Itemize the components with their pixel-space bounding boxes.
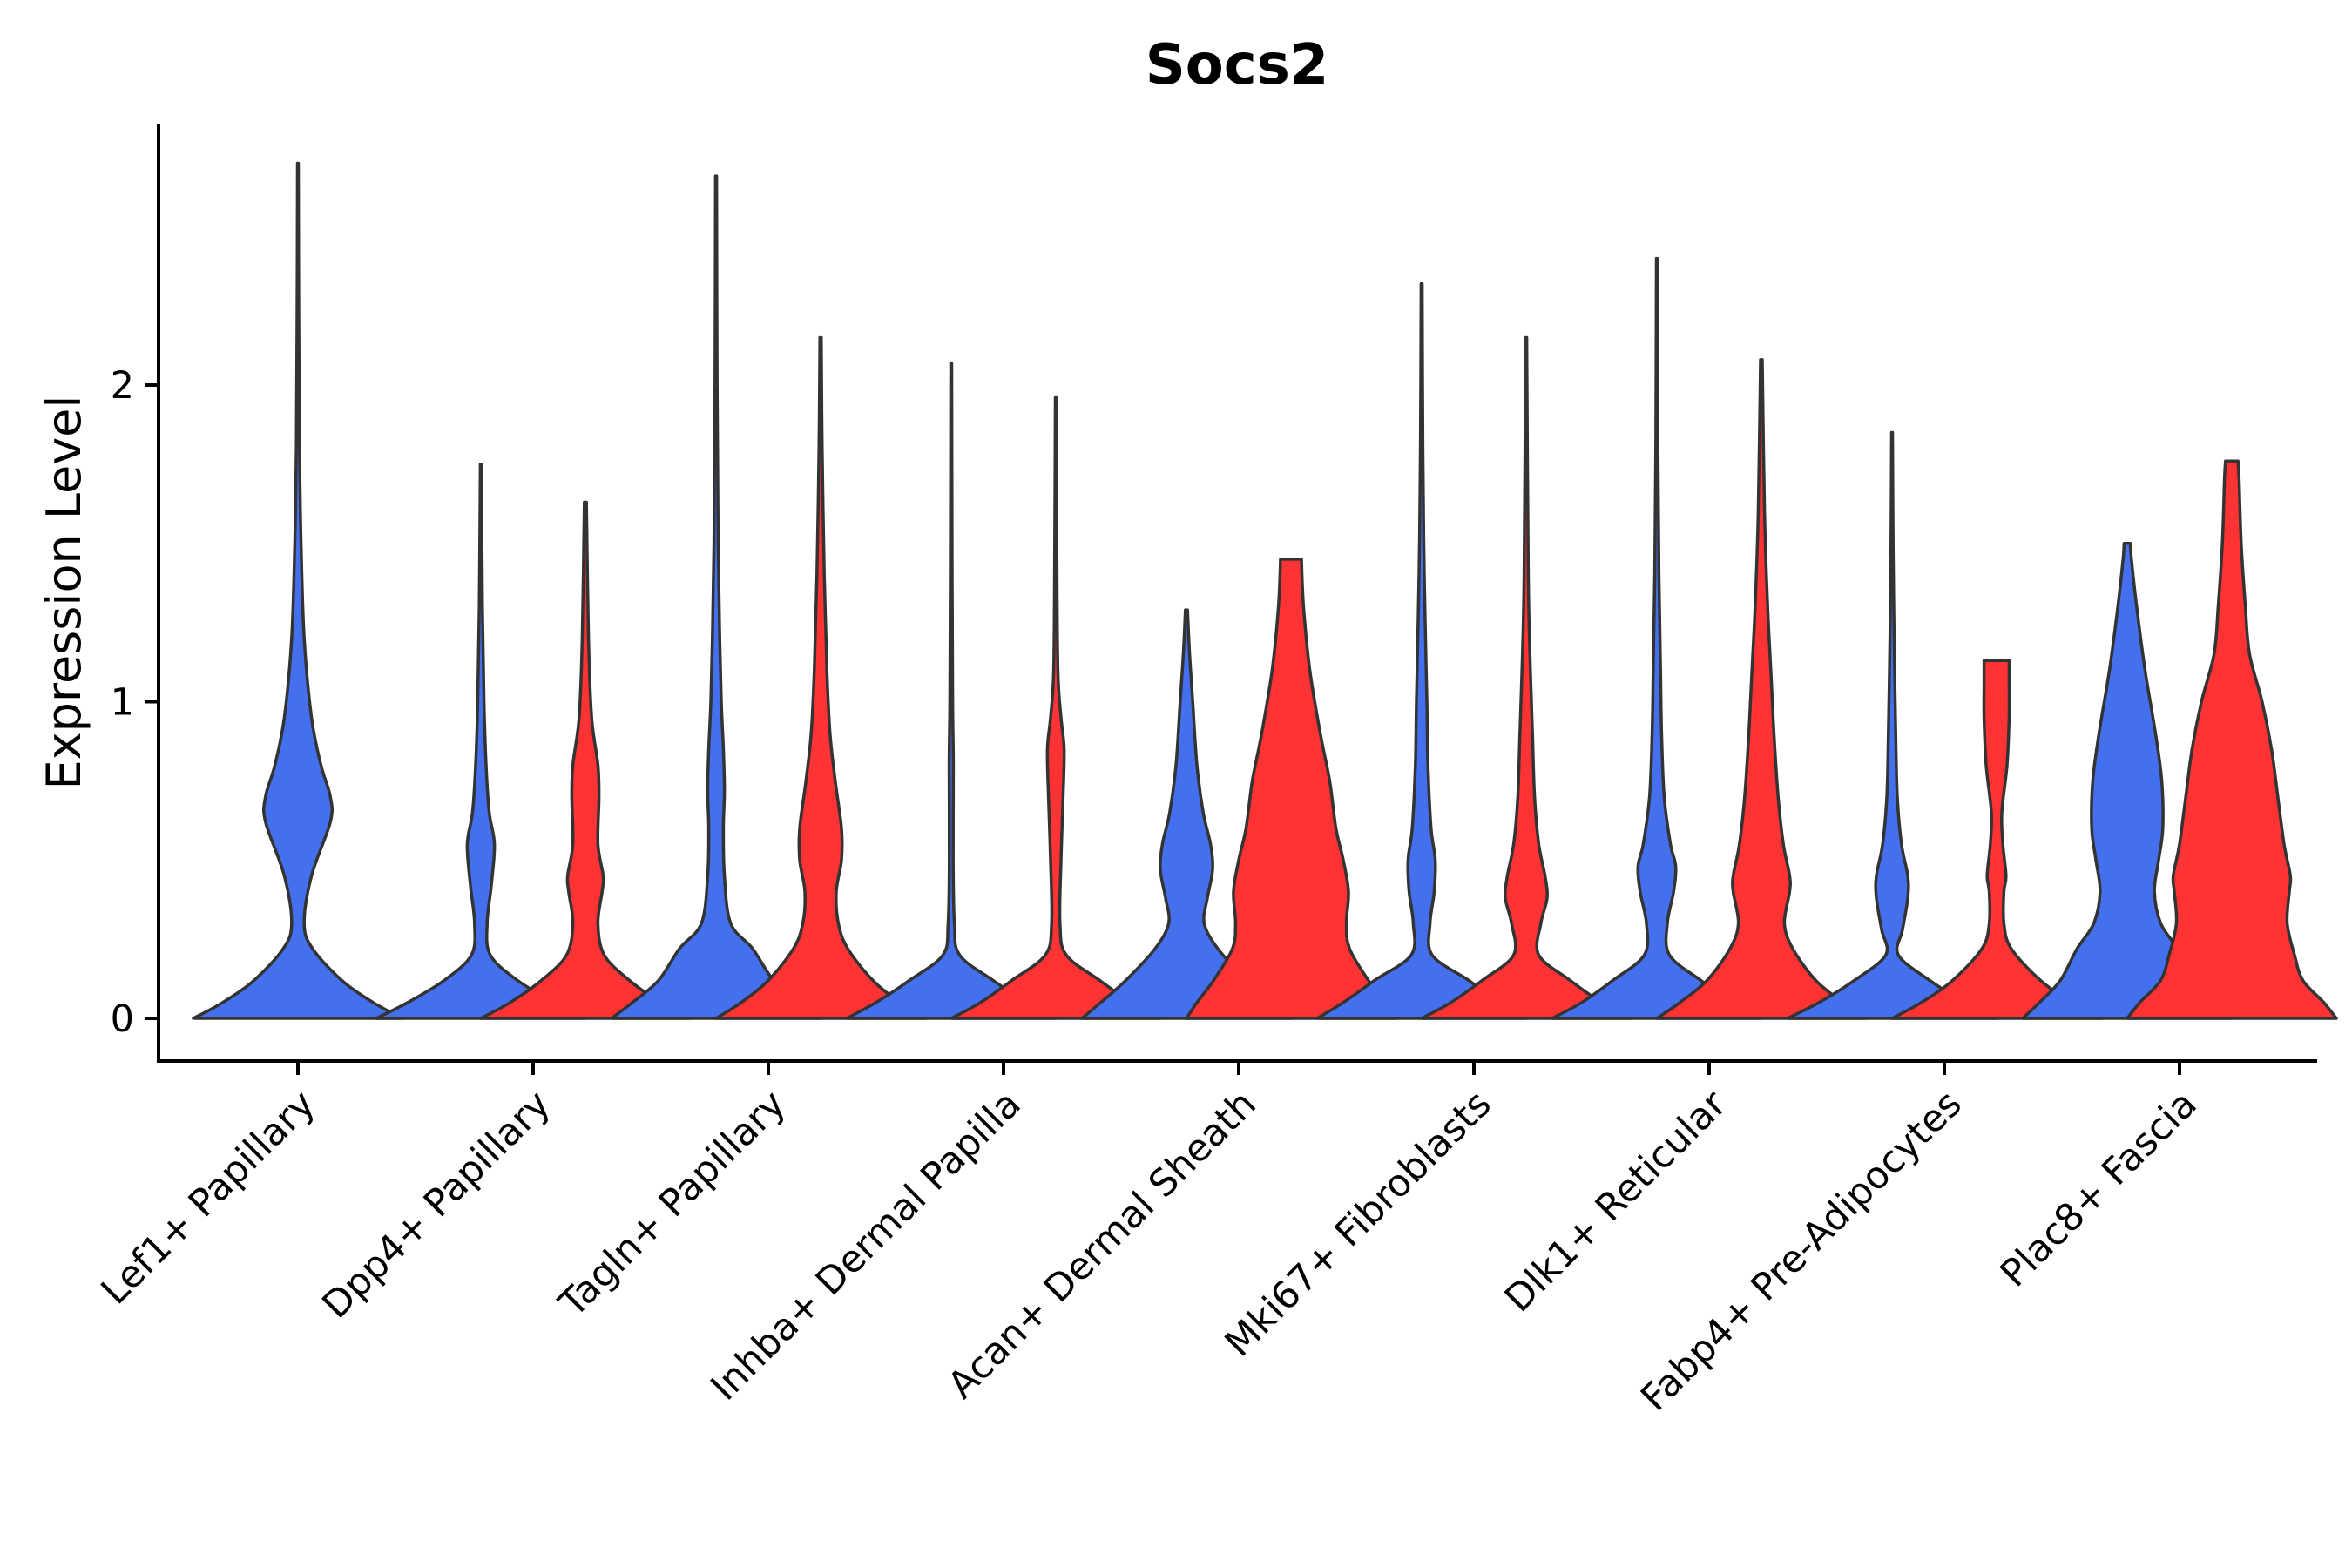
violin-3-group-2	[714, 335, 927, 1020]
y-axis-label: Expression Level	[37, 395, 91, 790]
violin-1-group-1	[192, 161, 404, 1020]
x-tick-label: Lef1+ Papillary	[93, 1082, 324, 1313]
violin-6-group-1	[1315, 281, 1528, 1020]
violin-8-group-1	[1786, 430, 1998, 1020]
violin-5-group-1	[1080, 608, 1293, 1020]
x-tick-label: Tagln+ Papillary	[551, 1082, 794, 1326]
violin-7-group-1	[1551, 256, 1763, 1020]
violins-layer	[192, 161, 2338, 1020]
violin-2-group-1	[375, 463, 587, 1020]
violin-4-group-1	[845, 361, 1058, 1020]
violin-9-group-1	[2021, 542, 2234, 1020]
x-tick-label: Dpp4+ Papillary	[314, 1082, 559, 1327]
violin-9-group-2	[2126, 459, 2338, 1020]
y-tick-label: 0	[111, 997, 134, 1041]
violin-6-group-2	[1420, 335, 1632, 1020]
violin-4-group-2	[950, 395, 1162, 1020]
violin-5-group-2	[1185, 558, 1397, 1020]
y-tick-label: 2	[111, 364, 134, 408]
y-ticks: 0 1 2	[111, 364, 159, 1041]
x-tick-label: Plac8+ Fascia	[1992, 1082, 2206, 1295]
violin-2-group-2	[479, 500, 692, 1020]
y-tick-label: 1	[111, 681, 134, 725]
violin-3-group-1	[610, 174, 822, 1020]
violin-8-group-2	[1890, 659, 2103, 1020]
x-tick-label: Mki67+ Fibroblasts	[1217, 1082, 1500, 1365]
x-tick-label: Dlk1+ Reticular	[1497, 1082, 1735, 1321]
chart-title: Socs2	[1146, 33, 1329, 98]
violin-7-group-2	[1655, 358, 1868, 1020]
